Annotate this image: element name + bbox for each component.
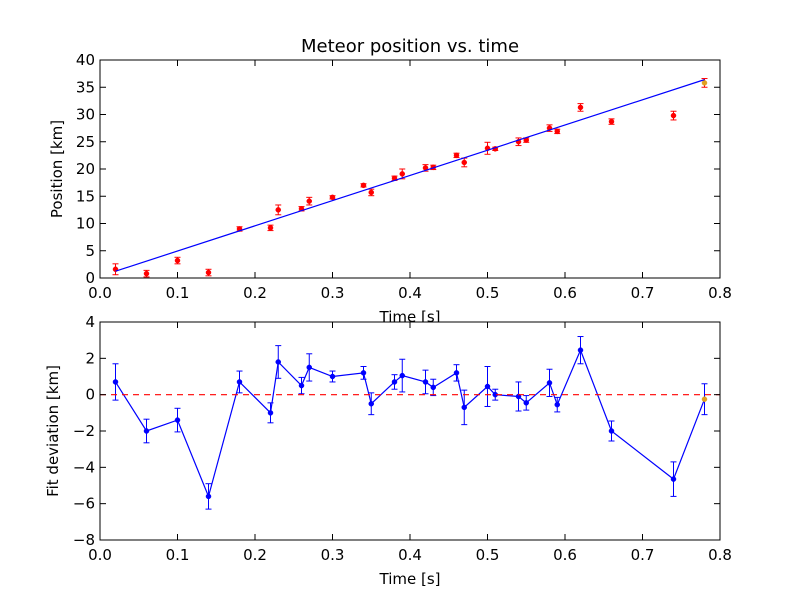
position-point — [174, 257, 181, 264]
deviation-point — [701, 396, 708, 402]
deviation-x-tick-label: 0.3 — [321, 546, 345, 564]
position-point — [329, 194, 336, 201]
deviation-line — [114, 348, 706, 499]
deviation-point — [546, 380, 553, 386]
position-point — [205, 269, 212, 276]
position-y-tick-label: 25 — [76, 133, 95, 151]
deviation-point — [422, 379, 429, 385]
position-point — [670, 112, 677, 119]
position-chart-title: Meteor position vs. time — [301, 36, 519, 57]
deviation-point — [329, 373, 336, 380]
deviation-point — [391, 379, 398, 385]
deviation-x-tick-label: 0.7 — [631, 546, 655, 564]
position-x-tick-label: 0.3 — [321, 284, 345, 302]
deviation-point — [484, 383, 491, 390]
position-y-tick-label: 0 — [85, 269, 95, 287]
position-point — [143, 270, 150, 277]
position-point — [577, 104, 584, 111]
deviation-y-tick-label: 2 — [85, 349, 95, 367]
deviation-x-tick-label: 0.6 — [553, 546, 577, 564]
deviation-point — [430, 384, 436, 391]
position-chart: Meteor position vs. time 0.0 0.1 0.2 0.3 0.4… — [48, 36, 732, 326]
deviation-point — [112, 379, 119, 385]
deviation-point — [236, 379, 243, 385]
position-y-tick-label: 20 — [76, 160, 95, 178]
deviation-x-tick-label: 0.8 — [708, 546, 732, 564]
deviation-point — [554, 401, 560, 408]
position-point — [267, 225, 274, 231]
position-x-tick-label: 0.0 — [88, 284, 112, 302]
deviation-x-tick-label: 0.1 — [166, 546, 190, 564]
position-plot-frame — [99, 59, 721, 279]
deviation-y-tick-label: 0 — [85, 386, 95, 404]
position-y-tick-label: 5 — [85, 242, 95, 260]
deviation-x-axis-label: Time [s] — [379, 570, 441, 588]
position-y-tick-label: 30 — [76, 106, 95, 124]
deviation-point — [298, 382, 305, 389]
deviation-point — [577, 347, 584, 353]
deviation-point — [306, 364, 312, 371]
deviation-point — [453, 370, 460, 376]
position-point — [461, 159, 467, 166]
deviation-chart: 0.0 0.1 0.2 0.3 0.4 0.5 0.6 0.7 0.8 −8 −6 −4 −2 0 2 4 T… — [44, 313, 732, 588]
position-point — [554, 128, 560, 135]
position-marks — [112, 78, 708, 278]
deviation-point — [174, 417, 181, 423]
deviation-point — [523, 400, 529, 406]
position-y-tick-label: 10 — [76, 215, 95, 233]
deviation-point — [608, 428, 615, 434]
deviation-plot-area — [100, 322, 720, 540]
deviation-point — [399, 372, 405, 379]
position-x-tick-label: 0.6 — [553, 284, 577, 302]
deviation-point — [368, 401, 374, 407]
position-x-tick-label: 0.1 — [166, 284, 190, 302]
position-point — [399, 171, 405, 177]
position-y-axis-label: Position [km] — [48, 120, 66, 218]
deviation-point — [205, 493, 212, 500]
position-y-tick-label: 35 — [76, 78, 95, 96]
position-y-tick-label: 40 — [76, 51, 95, 69]
deviation-point — [267, 410, 274, 416]
position-x-tick-label: 0.7 — [631, 284, 655, 302]
position-x-tick-label: 0.2 — [243, 284, 267, 302]
deviation-x-tick-label: 0.2 — [243, 546, 267, 564]
deviation-point — [275, 359, 281, 365]
position-y-tick-label: 15 — [76, 187, 95, 205]
position-point — [306, 198, 312, 204]
deviation-plot-frame — [99, 321, 721, 541]
deviation-x-tick-label: 0.5 — [476, 546, 500, 564]
position-x-tick-label: 0.8 — [708, 284, 732, 302]
position-point — [453, 152, 460, 159]
position-plot-area — [100, 60, 720, 278]
deviation-y-tick-label: −4 — [73, 458, 95, 476]
deviation-point — [670, 476, 677, 482]
deviation-ticks: 0.0 0.1 0.2 0.3 0.4 0.5 0.6 0.7 0.8 −8 −6 −4 −2 0 2 4 — [73, 313, 732, 564]
position-point — [275, 207, 281, 213]
position-point — [608, 118, 615, 125]
deviation-y-tick-label: −2 — [73, 422, 95, 440]
deviation-y-tick-label: −6 — [73, 495, 95, 513]
deviation-x-tick-label: 0.0 — [88, 546, 112, 564]
deviation-y-tick-label: 4 — [85, 313, 95, 331]
deviation-y-tick-label: −8 — [73, 531, 95, 549]
deviation-point — [143, 428, 150, 434]
position-point — [368, 189, 374, 196]
deviation-y-axis-label: Fit deviation [km] — [44, 365, 62, 497]
deviation-x-tick-label: 0.4 — [398, 546, 422, 564]
position-point — [701, 80, 708, 86]
position-x-tick-label: 0.4 — [398, 284, 422, 302]
deviation-point — [461, 404, 467, 411]
position-x-tick-label: 0.5 — [476, 284, 500, 302]
fit-line — [115, 79, 705, 272]
deviation-marks — [100, 336, 720, 510]
position-point — [360, 182, 367, 189]
deviation-point — [360, 370, 367, 376]
